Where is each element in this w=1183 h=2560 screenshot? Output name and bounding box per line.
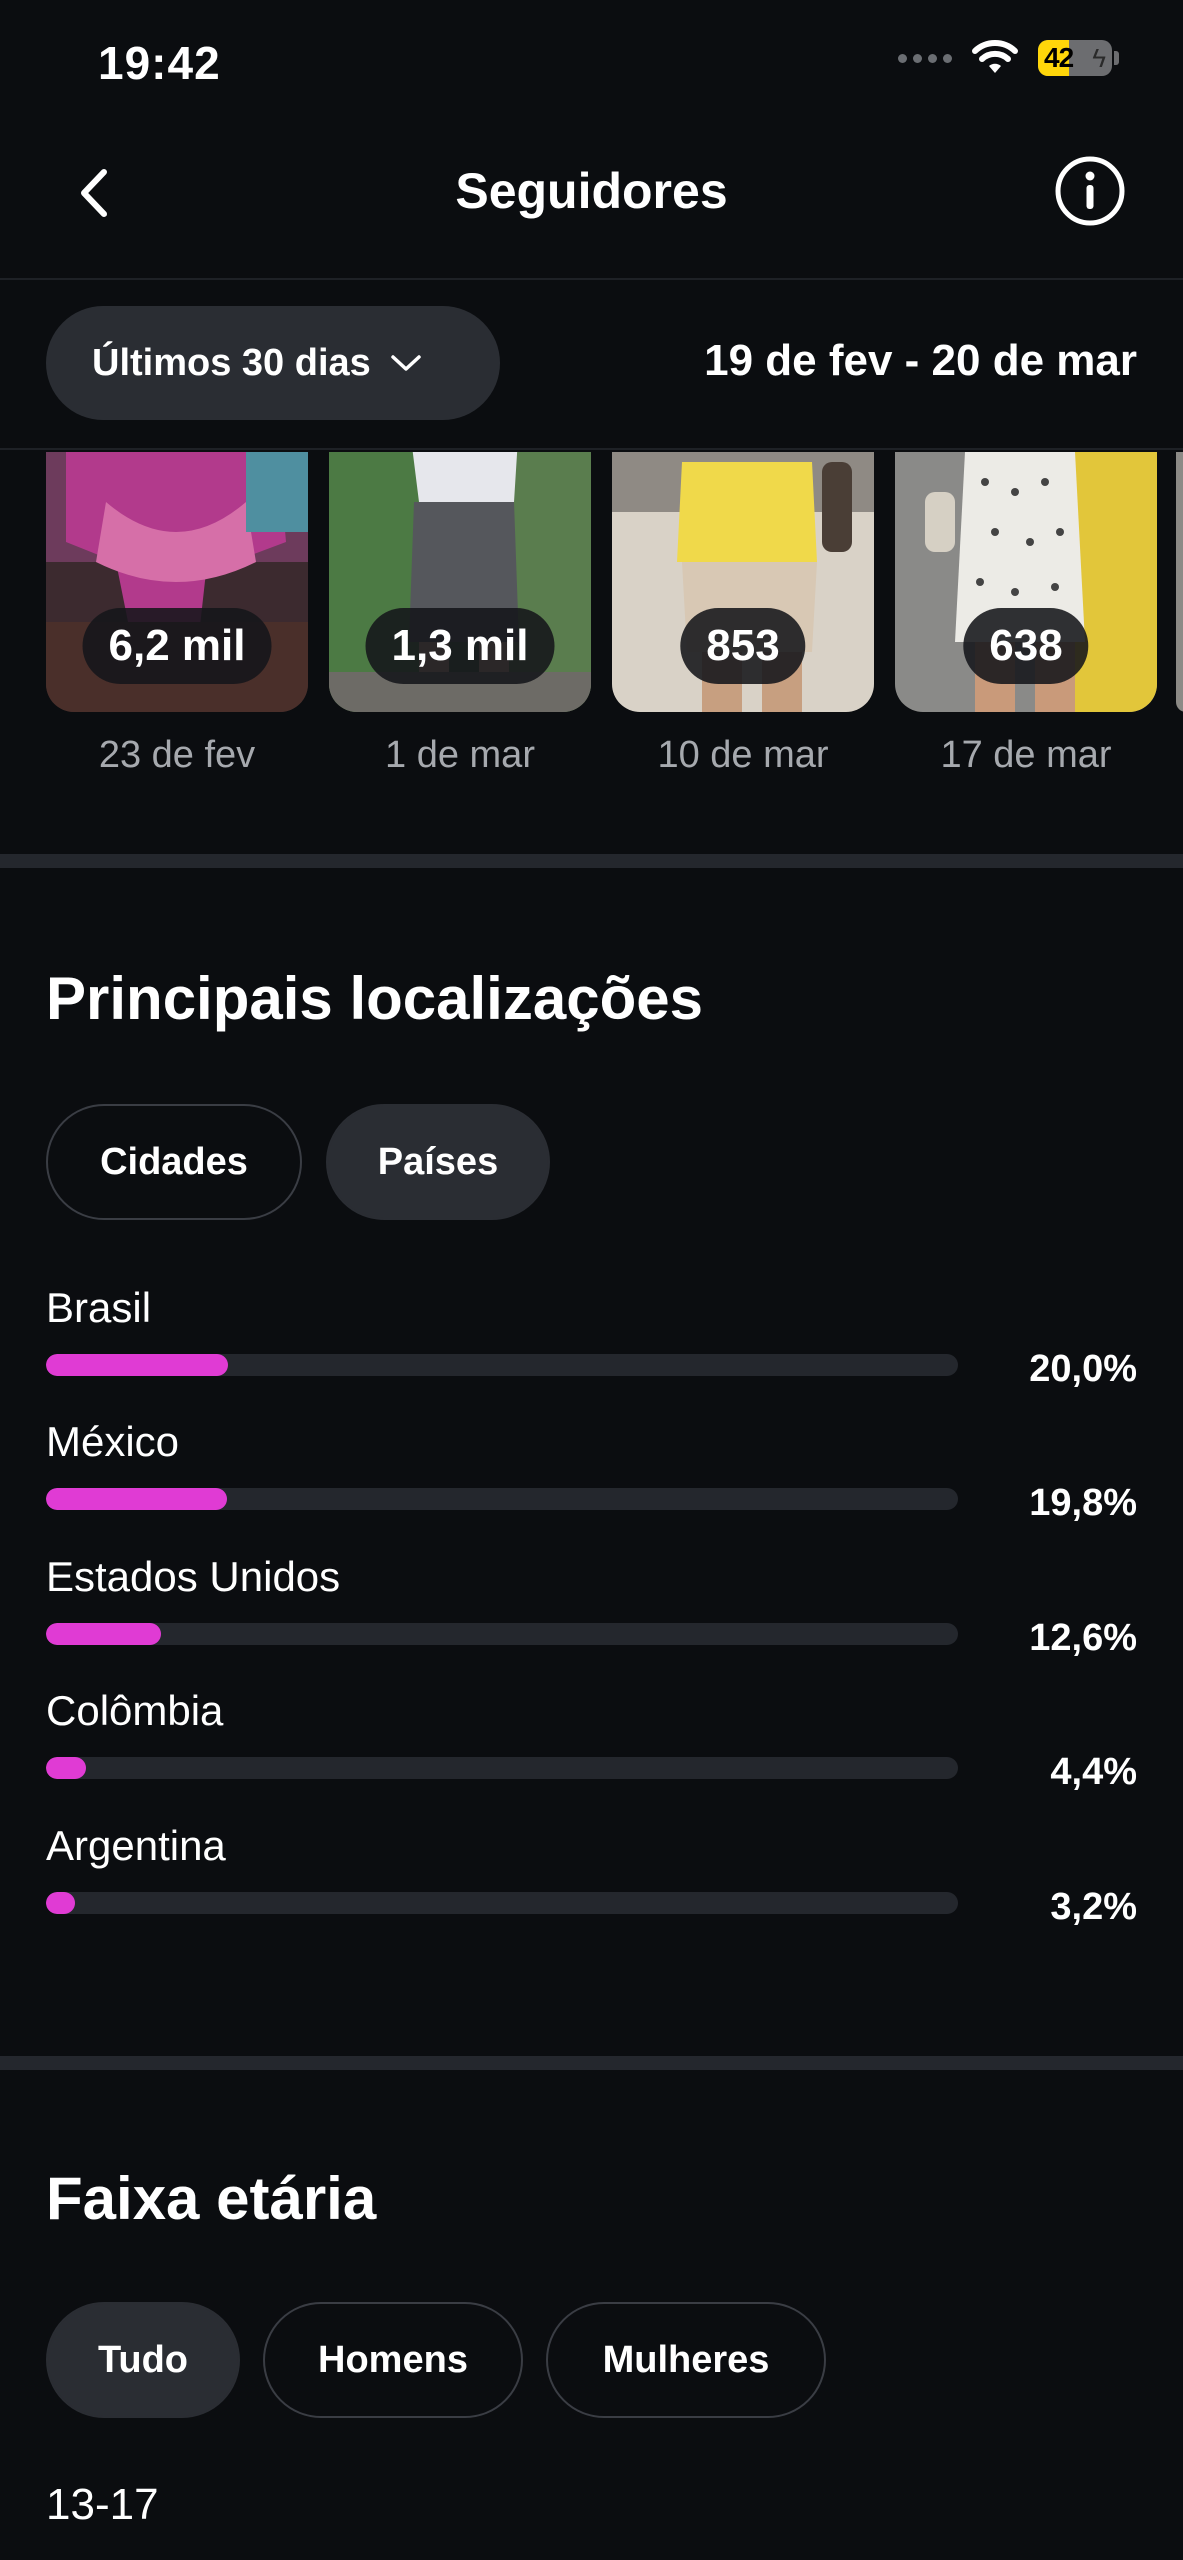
view-count-badge: 6,2 mil [82, 608, 272, 684]
section-divider [0, 854, 1183, 868]
post-date: 1 de mar [385, 734, 535, 776]
location-bar-fill [46, 1354, 229, 1376]
chevron-down-icon [391, 355, 421, 371]
section-divider [0, 2056, 1183, 2070]
tab-paises[interactable]: Países [326, 1104, 550, 1220]
post-date: 23 de fev [98, 734, 256, 776]
wifi-icon [972, 40, 1018, 73]
post-thumbnail[interactable]: 6,2 mil [46, 452, 308, 712]
location-percent: 19,8% [1029, 1482, 1137, 1524]
tab-homens[interactable]: Homens [263, 2302, 523, 2418]
date-filter-row: Últimos 30 dias 19 de fev - 20 de mar [0, 282, 1183, 450]
location-bar-track [46, 1757, 958, 1779]
status-time: 19:42 [98, 37, 221, 89]
location-row: Argentina 3,2% [46, 1822, 1137, 1956]
location-bar-fill [46, 1892, 76, 1914]
tab-tudo[interactable]: Tudo [46, 2302, 240, 2418]
tab-paises-label: Países [377, 1140, 499, 1183]
location-row: Estados Unidos 12,6% [46, 1553, 1137, 1687]
battery-icon: 42 ϟ [1038, 40, 1119, 76]
location-bar-track [46, 1354, 958, 1376]
post-thumbnail[interactable]: 853 [612, 452, 874, 712]
location-percent: 4,4% [1050, 1751, 1137, 1793]
location-row: Colômbia 4,4% [46, 1687, 1137, 1821]
view-count-badge: 1,3 mil [365, 608, 555, 684]
location-name: Colômbia [46, 1687, 224, 1734]
top-posts-carousel[interactable]: 6,2 mil 23 de fev 1,3 mil 1 de mar [0, 452, 1183, 782]
tab-cidades[interactable]: Cidades [46, 1104, 302, 1220]
page-title: Seguidores [455, 163, 728, 219]
post-date: 10 de mar [657, 734, 829, 776]
location-percent: 12,6% [1029, 1617, 1137, 1659]
date-range-text: 19 de fev - 20 de mar [704, 336, 1137, 385]
post-thumbnail[interactable]: 638 [895, 452, 1157, 712]
next-thumbnail-edge [1176, 452, 1183, 712]
location-row: Brasil 20,0% [46, 1284, 1137, 1418]
post-thumbnail[interactable]: 1,3 mil [329, 452, 591, 712]
location-bar-fill [46, 1757, 87, 1779]
view-count-badge: 638 [963, 608, 1089, 684]
tab-cidades-label: Cidades [100, 1140, 248, 1183]
location-percent: 20,0% [1029, 1348, 1137, 1390]
post-date: 17 de mar [940, 734, 1112, 776]
date-range-dropdown[interactable]: Últimos 30 dias [46, 306, 500, 420]
tab-mulheres-label: Mulheres [602, 2338, 770, 2381]
location-bar-track [46, 1488, 958, 1510]
location-name: Argentina [46, 1822, 226, 1869]
location-percent: 3,2% [1050, 1886, 1137, 1928]
info-icon[interactable] [1051, 152, 1129, 230]
back-arrow-icon[interactable] [60, 158, 130, 228]
age-group-label: 13-17 [46, 2480, 159, 2529]
view-count-badge: 853 [680, 608, 806, 684]
cellular-signal-icon [898, 53, 952, 63]
tab-tudo-label: Tudo [97, 2338, 189, 2381]
header: Seguidores [0, 120, 1183, 280]
locations-section-title: Principais localizações [46, 965, 703, 1032]
location-name: México [46, 1418, 180, 1465]
location-name: Estados Unidos [46, 1553, 341, 1600]
location-bar-fill [46, 1623, 161, 1645]
status-bar: 19:42 42 ϟ [0, 0, 1183, 120]
battery-level: 42 [1044, 42, 1074, 73]
date-range-dropdown-label: Últimos 30 dias [92, 341, 371, 384]
location-name: Brasil [46, 1284, 152, 1331]
location-bar-track [46, 1623, 958, 1645]
age-section-title: Faixa etária [46, 2165, 377, 2232]
tab-homens-label: Homens [318, 2338, 468, 2381]
location-row: México 19,8% [46, 1418, 1137, 1552]
status-icons: 42 ϟ [898, 40, 1119, 76]
charging-bolt-icon: ϟ [1092, 43, 1106, 73]
tab-mulheres[interactable]: Mulheres [546, 2302, 826, 2418]
location-bar-track [46, 1892, 958, 1914]
location-bar-fill [46, 1488, 227, 1510]
